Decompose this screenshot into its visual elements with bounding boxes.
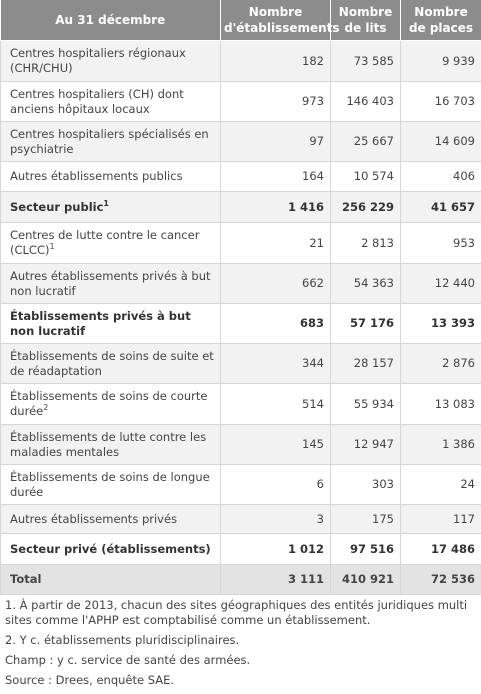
cell-lits: 12 947: [330, 424, 401, 465]
cell-places: 406: [400, 161, 481, 192]
table-row: Établissements de lutte contre les malad…: [0, 424, 481, 465]
cell-places: 12 440: [400, 263, 481, 304]
cell-etablissements: 145: [220, 424, 331, 465]
cell-lits: 256 229: [330, 191, 401, 223]
cell-lits: 175: [330, 504, 401, 534]
cell-lits: 25 667: [330, 121, 401, 162]
footnote-1: 1. À partir de 2013, chacun des sites gé…: [5, 598, 468, 627]
row-label: Centres hospitaliers spécialisés en psyc…: [0, 121, 221, 162]
hospital-establishments-table: Au 31 décembre Nombre d'établissements N…: [0, 0, 481, 595]
table-row-subtotal: Secteur privé (établissements) 1 012 97 …: [0, 533, 481, 565]
cell-lits: 10 574: [330, 161, 401, 192]
cell-lits: 410 921: [330, 564, 401, 595]
table-row: Centres de lutte contre le cancer (CLCC)…: [0, 222, 481, 264]
cell-etablissements: 21: [220, 222, 331, 264]
cell-places: 1 386: [400, 424, 481, 465]
row-label: Autres établissements privés à but non l…: [0, 263, 221, 304]
scope-note: Champ : y c. service de santé des armées…: [5, 653, 251, 667]
row-label: Centres hospitaliers régionaux (CHR/CHU): [0, 40, 221, 82]
table-row: Autres établissements publics 164 10 574…: [0, 161, 481, 192]
cell-etablissements: 1 012: [220, 533, 331, 565]
footnote-ref: 2: [43, 403, 49, 413]
cell-places: 2 876: [400, 343, 481, 384]
cell-lits: 146 403: [330, 81, 401, 122]
row-label: Secteur public1: [0, 191, 221, 223]
row-label: Total: [0, 564, 221, 595]
row-label: Établissements de soins de suite et de r…: [0, 343, 221, 384]
cell-places: 16 703: [400, 81, 481, 122]
row-label: Autres établissements publics: [0, 161, 221, 192]
table-header-row: Au 31 décembre Nombre d'établissements N…: [0, 0, 481, 41]
row-label: Centres hospitaliers (CH) dont anciens h…: [0, 81, 221, 122]
cell-places: 13 393: [400, 303, 481, 344]
footnote-2: 2. Y c. établissements pluridisciplinair…: [5, 633, 240, 647]
row-label: Centres de lutte contre le cancer (CLCC)…: [0, 222, 221, 264]
cell-lits: 73 585: [330, 40, 401, 82]
cell-places: 117: [400, 504, 481, 534]
cell-etablissements: 344: [220, 343, 331, 384]
table-row: Établissements de soins de courte durée2…: [0, 383, 481, 425]
cell-etablissements: 97: [220, 121, 331, 162]
cell-lits: 54 363: [330, 263, 401, 304]
cell-etablissements: 683: [220, 303, 331, 344]
row-label: Autres établissements privés: [0, 504, 221, 534]
cell-etablissements: 662: [220, 263, 331, 304]
header-date: Au 31 décembre: [0, 0, 221, 41]
row-label: Établissements de soins de longue durée: [0, 464, 221, 505]
row-label: Établissements de lutte contre les malad…: [0, 424, 221, 465]
cell-etablissements: 182: [220, 40, 331, 82]
table-row: Centres hospitaliers (CH) dont anciens h…: [0, 81, 481, 122]
cell-etablissements: 514: [220, 383, 331, 425]
cell-lits: 55 934: [330, 383, 401, 425]
cell-etablissements: 973: [220, 81, 331, 122]
row-label: Établissements de soins de courte durée2: [0, 383, 221, 425]
row-label: Établissements privés à but non lucratif: [0, 303, 221, 344]
header-lits: Nombre de lits: [330, 0, 401, 41]
table-row: Établissements de soins de suite et de r…: [0, 343, 481, 384]
cell-lits: 303: [330, 464, 401, 505]
footnote-ref: 1: [49, 242, 55, 252]
cell-etablissements: 6: [220, 464, 331, 505]
table-row: Autres établissements privés à but non l…: [0, 263, 481, 304]
cell-lits: 57 176: [330, 303, 401, 344]
footnote-ref: 1: [103, 198, 109, 208]
row-label: Secteur privé (établissements): [0, 533, 221, 565]
cell-etablissements: 3: [220, 504, 331, 534]
cell-lits: 28 157: [330, 343, 401, 384]
header-etablissements: Nombre d'établissements: [220, 0, 340, 41]
table-row-total: Total 3 111 410 921 72 536: [0, 564, 481, 595]
cell-etablissements: 3 111: [220, 564, 331, 595]
cell-etablissements: 164: [220, 161, 331, 192]
cell-places: 17 486: [400, 533, 481, 565]
cell-lits: 2 813: [330, 222, 401, 264]
cell-places: 13 083: [400, 383, 481, 425]
cell-places: 72 536: [400, 564, 481, 595]
source-note: Source : Drees, enquête SAE.: [5, 673, 175, 687]
cell-etablissements: 1 416: [220, 191, 331, 223]
table-row-subtotal: Établissements privés à but non lucratif…: [0, 303, 481, 344]
table-notes: 1. À partir de 2013, chacun des sites gé…: [0, 598, 481, 688]
cell-places: 14 609: [400, 121, 481, 162]
table-row: Établissements de soins de longue durée …: [0, 464, 481, 505]
header-places: Nombre de places: [400, 0, 481, 41]
cell-places: 24: [400, 464, 481, 505]
cell-places: 953: [400, 222, 481, 264]
table-row: Autres établissements privés 3 175 117: [0, 504, 481, 534]
cell-places: 9 939: [400, 40, 481, 82]
table-row-subtotal: Secteur public1 1 416 256 229 41 657: [0, 191, 481, 223]
table-row: Centres hospitaliers régionaux (CHR/CHU)…: [0, 40, 481, 82]
cell-lits: 97 516: [330, 533, 401, 565]
table-row: Centres hospitaliers spécialisés en psyc…: [0, 121, 481, 162]
cell-places: 41 657: [400, 191, 481, 223]
